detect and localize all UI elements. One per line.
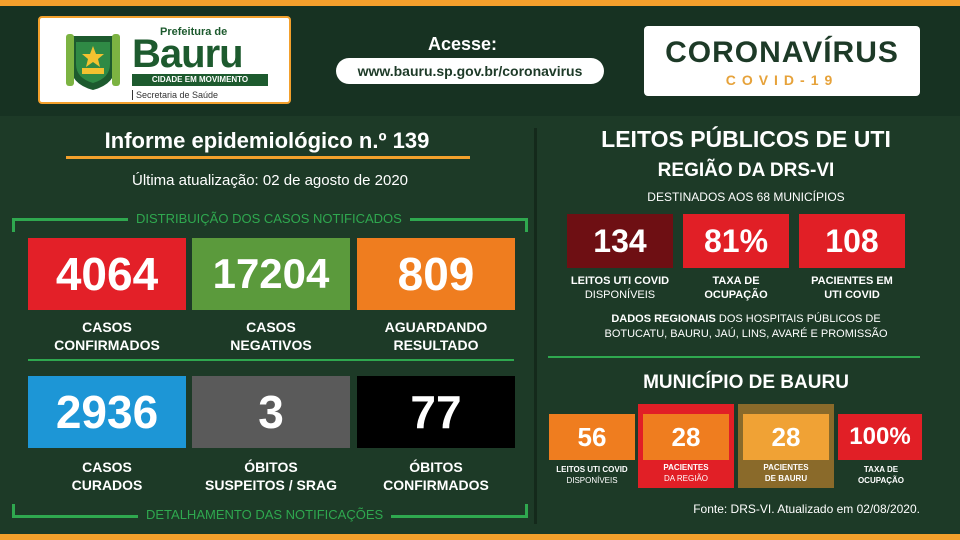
region-patients-value: 28 bbox=[643, 414, 729, 460]
bauru-patients-value: 28 bbox=[743, 414, 829, 460]
bauru-patients-label: PACIENTES DE BAURU bbox=[763, 463, 809, 483]
top-accent-line bbox=[0, 0, 960, 6]
municipal-occupancy-value: 100% bbox=[838, 414, 922, 460]
suspected-deaths-tile: 3 bbox=[192, 376, 350, 448]
section-divider bbox=[28, 359, 514, 361]
municipal-occupancy-panel: 100% TAXA DE OCUPAÇÃO bbox=[836, 408, 926, 492]
confirmed-cases-tile: 4064 bbox=[28, 238, 186, 310]
icu-beds-title: LEITOS PÚBLICOS DE UTI bbox=[601, 126, 891, 152]
regional-icu-patients-tile: 108 bbox=[799, 214, 905, 268]
region-title: REGIÃO DA DRS-VI bbox=[657, 160, 835, 181]
pending-results-label: AGUARDANDO RESULTADO bbox=[384, 319, 488, 353]
confirmed-cases-label: CASOS CONFIRMADOS bbox=[54, 319, 160, 353]
regional-data-note: DADOS REGIONAIS DOS HOSPITAIS PÚBLICOS D… bbox=[604, 313, 888, 340]
regional-occupancy-label: TAXA DE OCUPAÇÃO bbox=[704, 275, 768, 301]
last-update: Última atualização: 02 de agosto de 2020 bbox=[131, 172, 409, 189]
region-patients-panel: 28 PACIENTES DA REGIÃO bbox=[638, 404, 734, 488]
suspected-deaths-label: ÓBITOS SUSPEITOS / SRAG bbox=[205, 459, 337, 493]
regional-beds-available-tile: 134 bbox=[567, 214, 673, 268]
regional-beds-available-label: LEITOS UTI COVID DISPONÍVEIS bbox=[570, 275, 670, 301]
prefeitura-label: Prefeitura de bbox=[160, 26, 228, 38]
negative-cases-label: CASOS NEGATIVOS bbox=[230, 319, 312, 353]
bottom-accent-line bbox=[0, 534, 960, 540]
municipal-beds-value: 56 bbox=[549, 414, 635, 460]
city-crest-icon bbox=[66, 34, 120, 90]
prefeitura-logo: Prefeitura de Bauru CIDADE EM MOVIMENTO … bbox=[38, 16, 291, 104]
secretaria-label: Secretaria de Saúde bbox=[132, 90, 218, 100]
negative-cases-tile: 17204 bbox=[192, 238, 350, 310]
report-title: Informe epidemiológico n.º 139 bbox=[104, 128, 430, 153]
recovered-cases-label: CASOS CURADOS bbox=[71, 459, 143, 493]
recovered-cases-tile: 2936 bbox=[28, 376, 186, 448]
coronavirus-banner: CORONAVÍRUS COVID-19 bbox=[644, 26, 920, 96]
regional-occupancy-tile: 81% bbox=[683, 214, 789, 268]
website-url[interactable]: www.bauru.sp.gov.br/coronavirus bbox=[336, 58, 604, 84]
region-subtitle: DESTINADOS AOS 68 MUNICÍPIOS bbox=[647, 190, 845, 204]
municipal-divider bbox=[548, 356, 920, 358]
bauru-patients-panel: 28 PACIENTES DE BAURU bbox=[738, 404, 834, 488]
confirmed-deaths-label: ÓBITOS CONFIRMADOS bbox=[383, 459, 489, 493]
covid-subtitle: COVID-19 bbox=[725, 72, 839, 88]
region-patients-label: PACIENTES DA REGIÃO bbox=[663, 463, 709, 483]
regional-icu-patients-label: PACIENTES EM UTI COVID bbox=[811, 275, 893, 301]
pending-results-tile: 809 bbox=[357, 238, 515, 310]
municipal-title: MUNICÍPIO DE BAURU bbox=[643, 372, 849, 393]
municipal-occupancy-label: TAXA DE OCUPAÇÃO bbox=[857, 465, 905, 485]
distribution-label: DISTRIBUIÇÃO DOS CASOS NOTIFICADOS bbox=[128, 211, 410, 226]
column-divider bbox=[534, 128, 537, 524]
municipal-beds-label: LEITOS UTI COVID DISPONÍVEIS bbox=[556, 465, 628, 485]
city-tagline: CIDADE EM MOVIMENTO bbox=[132, 74, 268, 86]
municipal-beds-panel: 56 LEITOS UTI COVID DISPONÍVEIS bbox=[548, 408, 636, 492]
city-name: Bauru bbox=[132, 32, 244, 76]
source-note: Fonte: DRS-VI. Atualizado em 02/08/2020. bbox=[693, 502, 920, 516]
detail-label: DETALHAMENTO DAS NOTIFICAÇÕES bbox=[138, 507, 392, 522]
coronavirus-title: CORONAVÍRUS bbox=[665, 36, 899, 69]
confirmed-deaths-tile: 77 bbox=[357, 376, 515, 448]
report-title-underline bbox=[66, 156, 470, 159]
acesse-label: Acesse: bbox=[428, 34, 498, 54]
